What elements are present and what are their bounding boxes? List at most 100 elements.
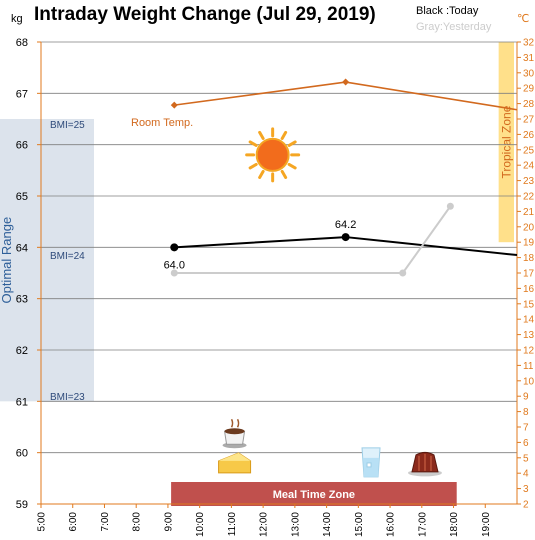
- coffee-cup-icon: [222, 418, 247, 449]
- legend-yesterday: Gray:Yesterday: [416, 21, 492, 33]
- left-axis-tick-label: 59: [16, 499, 28, 511]
- sun-ray: [258, 130, 265, 140]
- bmi-label: BMI=24: [50, 251, 85, 262]
- left-axis-tick-label: 65: [16, 191, 28, 203]
- water-glass-icon: [361, 447, 381, 478]
- right-axis-tick-label: 3: [523, 484, 529, 495]
- x-axis-tick-label: 16:00: [386, 512, 397, 537]
- sun-ray: [287, 140, 297, 147]
- x-axis-tick-label: 15:00: [354, 512, 365, 537]
- x-axis-tick-label: 12:00: [259, 512, 270, 537]
- cake-top: [218, 452, 251, 461]
- right-axis-tick-label: 23: [523, 176, 535, 187]
- cheesecake-icon: [218, 452, 252, 474]
- optimal-range-label: Optimal Range: [0, 217, 14, 304]
- x-axis-tick-label: 8:00: [132, 512, 143, 532]
- right-axis-tick-label: 20: [523, 222, 535, 233]
- right-axis-unit: ℃: [517, 13, 529, 25]
- today-point: [341, 233, 350, 242]
- room-temp-label: Room Temp.: [131, 117, 193, 129]
- ice-cube: [366, 462, 372, 468]
- steam: [230, 418, 240, 428]
- yesterday-point: [446, 202, 454, 210]
- left-axis-tick-label: 61: [16, 396, 28, 408]
- left-axis-tick-label: 66: [16, 140, 28, 152]
- optimal-range-band: [0, 119, 94, 402]
- tropical-zone-band: [498, 42, 514, 243]
- right-axis-tick-label: 24: [523, 161, 535, 172]
- x-axis-tick-label: 18:00: [449, 512, 460, 537]
- right-axis-tick-label: 16: [523, 284, 535, 295]
- yesterday-point: [399, 269, 407, 277]
- right-axis-tick-label: 25: [523, 145, 535, 156]
- sun-ray: [280, 169, 288, 179]
- left-axis-tick-label: 60: [16, 448, 28, 460]
- today-data-label: 64.2: [335, 219, 356, 231]
- x-axis-tick-label: 11:00: [227, 512, 238, 537]
- right-axis-tick-label: 10: [523, 376, 535, 387]
- today-data-label: 64.0: [164, 259, 185, 271]
- right-axis-tick-label: 31: [523, 53, 535, 64]
- sun-ray: [287, 162, 297, 170]
- right-axis-tick-label: 19: [523, 238, 535, 249]
- x-axis-tick-label: 10:00: [195, 512, 206, 537]
- right-axis-tick-label: 29: [523, 84, 535, 95]
- meal-icons: [218, 127, 442, 478]
- chart-labels: Intraday Weight Change (Jul 29, 2019) kg…: [11, 4, 529, 403]
- meal-time-zone-bar: [171, 482, 457, 506]
- right-axis-tick-label: 30: [523, 68, 535, 79]
- right-axis-tick-label: 21: [523, 207, 535, 218]
- right-axis-tick-label: 32: [523, 38, 535, 49]
- x-axis-tick-label: 17:00: [417, 512, 428, 537]
- background-bands: Optimal Range Tropical Zone Meal Time Zone: [0, 42, 514, 506]
- right-axis-tick-label: 2: [523, 500, 529, 511]
- right-axis-tick-label: 9: [523, 392, 529, 403]
- right-axis-tick-label: 12: [523, 346, 535, 357]
- pudding-ridges: [417, 453, 432, 471]
- chart-title: Intraday Weight Change (Jul 29, 2019): [34, 4, 376, 25]
- right-axis-tick-label: 15: [523, 299, 535, 310]
- right-axis-tick-label: 8: [523, 407, 529, 418]
- sun-ray: [248, 162, 258, 170]
- coffee: [224, 428, 245, 435]
- bmi-label: BMI=23: [50, 392, 85, 403]
- sun-ray: [280, 130, 288, 140]
- pudding-icon: [407, 451, 442, 477]
- right-axis-tick-label: 5: [523, 453, 529, 464]
- right-axis-tick-label: 17: [523, 269, 535, 280]
- right-axis-tick-label: 4: [523, 469, 529, 480]
- x-axis-tick-label: 9:00: [163, 512, 174, 532]
- right-axis-tick-label: 13: [523, 330, 535, 341]
- sun-disc: [255, 137, 290, 172]
- room-temp-point: [342, 78, 350, 86]
- left-axis-tick-label: 63: [16, 294, 28, 306]
- today-point: [170, 243, 179, 252]
- right-axis-tick-label: 11: [523, 361, 534, 372]
- tropical-zone-label: Tropical Zone: [499, 105, 513, 178]
- bmi-label: BMI=25: [50, 120, 85, 131]
- left-axis-tick-label: 62: [16, 345, 28, 357]
- room-temp-line: [174, 81, 518, 111]
- right-axis-tick-label: 22: [523, 192, 535, 203]
- right-axis-tick-label: 6: [523, 438, 529, 449]
- x-axis-tick-label: 5:00: [37, 512, 48, 532]
- series-lines: 64.0 64.2: [164, 78, 518, 277]
- x-axis-tick-label: 6:00: [68, 512, 79, 532]
- x-axis-tick-label: 14:00: [322, 512, 333, 537]
- room-temp-point: [170, 101, 178, 109]
- left-axis-tick-label: 67: [16, 88, 28, 100]
- x-axis-tick-label: 7:00: [100, 512, 111, 532]
- right-axis-tick-label: 7: [523, 423, 529, 434]
- sun-icon: [245, 127, 301, 183]
- axes: 5960616263646566676823456789101112131415…: [16, 37, 535, 537]
- x-axis-tick-label: 13:00: [290, 512, 301, 537]
- right-axis-tick-label: 27: [523, 115, 535, 126]
- sun-ray: [258, 169, 265, 179]
- right-axis-tick-label: 28: [523, 99, 535, 110]
- yesterday-point: [170, 269, 178, 277]
- legend-today: Black :Today: [416, 5, 479, 17]
- right-axis-tick-label: 26: [523, 130, 535, 141]
- right-axis-tick-label: 18: [523, 253, 535, 264]
- left-axis-unit: kg: [11, 13, 23, 25]
